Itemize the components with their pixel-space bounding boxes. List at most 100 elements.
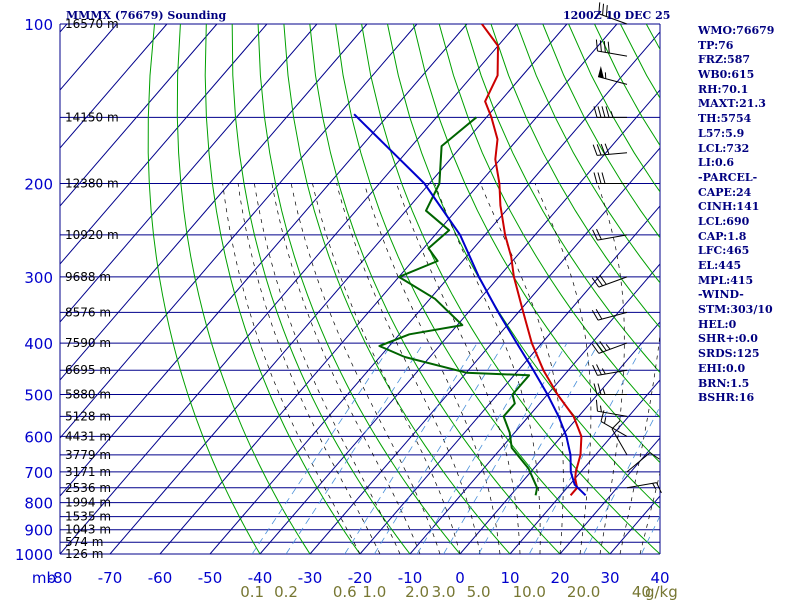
- height-label: 10920 m: [65, 228, 119, 242]
- index-item: WMO:76679: [698, 24, 775, 37]
- index-item: -WIND-: [698, 288, 744, 302]
- wind-barb-feather: [592, 364, 598, 376]
- isotherm-line: [60, 24, 468, 497]
- height-label: 14150 m: [65, 110, 119, 124]
- isotherm-line: [60, 24, 168, 149]
- pressure-tick-label: 600: [24, 428, 53, 446]
- isotherm-line: [259, 89, 660, 554]
- pressure-tick-label: 900: [24, 522, 53, 540]
- height-label: 5880 m: [65, 387, 111, 401]
- wind-barb-feather: [603, 40, 606, 53]
- height-label: 3171 m: [65, 465, 111, 479]
- wind-barb-half-feather: [652, 483, 657, 490]
- wind-barb-feather: [592, 144, 598, 156]
- wind-barb-feather: [591, 310, 599, 321]
- isotherm-line: [0, 24, 17, 554]
- height-label: 6695 m: [65, 363, 111, 377]
- wind-barb-staff: [597, 410, 628, 417]
- dry-adiabat-line: [204, 24, 361, 554]
- moist-adiabat-line: [434, 183, 541, 554]
- moist-adiabat-line: [480, 183, 564, 554]
- moist-adiabat-lines: [222, 183, 660, 554]
- wind-barb-staff: [597, 369, 628, 376]
- indices-panel: WMO:76679 TP:76 FRZ:587 WB0:615 RH:70.1 MAXT:…: [698, 24, 774, 406]
- dry-adiabat-line: [231, 24, 411, 554]
- dewpoint-profile-line: [378, 116, 539, 496]
- wind-barb-feather: [593, 172, 598, 184]
- moist-adiabat-line: [312, 183, 461, 554]
- wind-barb-staff: [626, 452, 651, 473]
- wind-barb-staff: [600, 420, 628, 437]
- temperature-tick-label: -70: [98, 569, 123, 587]
- moist-adiabat-line: [534, 183, 592, 554]
- wind-barb-staff: [597, 50, 628, 57]
- mixing-ratio-labels: 0.1 0.2 0.6 1.0 2.0 3.0 5.0 10.0 20.0 40g/kg: [240, 583, 678, 600]
- moist-adiabat-line: [237, 183, 381, 554]
- mixing-ratio-line: [344, 342, 478, 554]
- isotherm-line: [409, 263, 660, 554]
- wind-barb-feather: [605, 106, 610, 118]
- index-item: SHR+:0.0: [698, 332, 758, 346]
- wind-barb-half-feather: [605, 343, 611, 350]
- height-label: 8576 m: [65, 305, 111, 319]
- sounding-profiles: [353, 24, 587, 497]
- moist-adiabat-line: [396, 183, 521, 554]
- wind-barb-feather: [604, 143, 610, 155]
- mixing-ratio-label: g/kg: [645, 583, 678, 600]
- mixing-ratio-label: 2.0: [405, 583, 429, 600]
- mixing-ratio-line: [478, 342, 599, 554]
- wind-barb-staff: [598, 13, 628, 25]
- wind-barb-staff: [597, 234, 628, 241]
- wind-barb-feather: [601, 106, 606, 118]
- index-item: LCL:732: [698, 141, 750, 155]
- index-item: FRZ:587: [698, 53, 751, 67]
- height-label: 3779 m: [65, 448, 111, 462]
- wind-barb-staff: [597, 311, 628, 321]
- index-item: CAP:1.8: [698, 229, 747, 243]
- wind-barb-feather: [592, 229, 598, 241]
- index-item: EL:445: [698, 259, 742, 272]
- pressure-tick-label: 500: [24, 386, 53, 404]
- mixing-ratio-label: 1.0: [362, 583, 386, 600]
- index-item: MAXT:21.3: [698, 97, 766, 111]
- wind-barb-flag: [598, 66, 604, 79]
- wind-barb: [592, 143, 628, 156]
- mixing-ratio-label: 40: [632, 583, 651, 600]
- temperature-tick-labels: mb-80 -70 -60 -50 -40 -30 -20 -10 0 10 20 30 40: [32, 569, 670, 587]
- wind-barb-feather: [591, 277, 600, 288]
- dry-adiabat-line: [309, 24, 561, 554]
- dry-adiabat-line: [147, 24, 261, 554]
- wind-barb-feather: [598, 2, 601, 14]
- temperature-tick-label: 10: [500, 569, 519, 587]
- wind-barb-half-feather: [599, 405, 602, 412]
- wind-barb: [591, 308, 628, 321]
- isotherm-line: [209, 31, 660, 554]
- index-item: LFC:465: [698, 244, 750, 258]
- height-label: 5128 m: [65, 409, 111, 423]
- height-label: 574 m: [65, 535, 103, 549]
- wind-barb-feather: [611, 420, 621, 430]
- height-label: 7590 m: [65, 336, 111, 350]
- isotherm-line: [60, 24, 318, 323]
- index-item: L57:5.9: [698, 126, 745, 140]
- moist-adiabat-line: [254, 183, 401, 554]
- temperature-tick-label: -60: [148, 569, 173, 587]
- height-label: 126 m: [65, 547, 103, 561]
- dry-adiabat-line: [490, 24, 660, 329]
- moist-adiabat-line: [363, 183, 501, 554]
- pressure-tick-labels: 100 200 300 400 500 600 700 800 900 1000: [15, 16, 53, 564]
- isotherm-line: [60, 24, 518, 554]
- temperature-tick-label: 0: [455, 569, 465, 587]
- isotherm-line: [109, 24, 568, 554]
- isotherm-line: [60, 24, 218, 207]
- mixing-ratio-label: 0.1: [240, 583, 264, 600]
- wind-barb: [595, 39, 628, 57]
- isotherm-line: [309, 147, 660, 554]
- index-item: BSHR:16: [698, 391, 755, 405]
- height-label: 16570 m: [65, 17, 119, 31]
- wind-barb: [593, 106, 627, 118]
- index-item: CINH:141: [698, 200, 760, 214]
- wind-barb: [597, 66, 628, 85]
- temperature-profile-line: [481, 24, 583, 496]
